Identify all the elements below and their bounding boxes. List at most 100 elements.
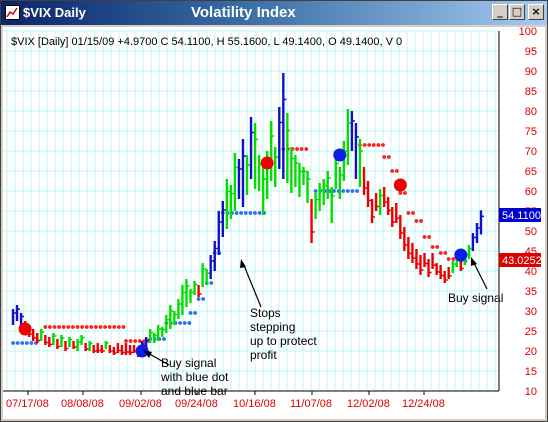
maximize-button[interactable]: □ [509, 4, 525, 20]
title-bar[interactable]: $VIX Daily Volatility Index _ □ × [1, 1, 547, 25]
price-bar [451, 261, 456, 273]
close-button[interactable]: × [528, 4, 544, 20]
y-tick-label: 65 [525, 166, 537, 178]
y-tick-label: 15 [525, 366, 537, 378]
price-bar [11, 309, 16, 325]
stop-dot [11, 341, 15, 345]
stop-dot [20, 341, 25, 345]
x-tick-label: 12/24/08 [402, 398, 445, 410]
stop-dot [201, 297, 206, 301]
chart-app-icon [5, 5, 20, 20]
price-bar [112, 347, 117, 355]
y-tick-label: 80 [525, 106, 537, 118]
price-bar [249, 117, 255, 179]
stop-dot [178, 321, 183, 325]
price-bar [92, 345, 97, 353]
stop-dot [196, 297, 201, 301]
stop-dot [117, 325, 121, 329]
price-bar [270, 121, 275, 181]
price-bars [11, 73, 484, 357]
stop-dot [430, 245, 435, 249]
price-bar [427, 259, 432, 277]
stop-dot [332, 189, 336, 193]
price-bar [286, 113, 291, 183]
y-tick-label: 10 [525, 386, 537, 398]
price-bar [64, 341, 69, 351]
price-bar [229, 185, 234, 219]
price-bar [52, 333, 57, 345]
minimize-button[interactable]: _ [492, 4, 508, 20]
last-price-box: 54.1100 [499, 208, 541, 222]
y-tick-label: 60 [525, 186, 537, 198]
stop-dot [386, 155, 391, 159]
price-bar [403, 227, 408, 251]
price-bar [358, 139, 363, 187]
price-bar [350, 111, 355, 151]
price-bar [467, 245, 472, 259]
annotation-arrows [143, 257, 488, 366]
price-bar [153, 333, 158, 343]
price-bar [294, 155, 299, 187]
stop-dot [253, 211, 257, 215]
stop-dot [411, 211, 415, 215]
price-bar [253, 123, 259, 189]
price-bar [148, 329, 154, 343]
price-bar [274, 147, 279, 187]
buy-signal-dot [333, 148, 347, 162]
price-bar [342, 141, 347, 181]
price-bar [120, 345, 125, 355]
price-bar [419, 255, 424, 275]
x-tick-label: 11/07/08 [290, 398, 332, 410]
x-tick-label: 10/16/08 [233, 398, 276, 410]
price-bar [399, 215, 404, 239]
price-bar [310, 199, 315, 243]
price-bar [205, 269, 210, 285]
price-bar [431, 253, 436, 269]
stop-dot [345, 189, 350, 193]
stop-dot [209, 281, 214, 285]
stop-dot [107, 325, 112, 329]
stop-dot [382, 155, 387, 159]
price-bar [197, 285, 202, 297]
price-bar [193, 281, 198, 295]
price-bar [366, 181, 372, 207]
price-bar [241, 139, 246, 207]
price-bar [439, 265, 444, 279]
price-bar [370, 199, 376, 223]
chart-area[interactable]: $VIX [Daily] 01/15/09 +4.9700 C 54.1100,… [3, 27, 545, 419]
x-tick-label: 07/17/08 [6, 398, 49, 410]
price-bar [387, 197, 392, 215]
y-tick-label: 100 [519, 27, 537, 38]
y-tick-label: 90 [525, 66, 537, 78]
price-bar [189, 289, 194, 303]
stop-dot [98, 325, 103, 329]
price-bar [443, 271, 448, 283]
stop-dot [427, 235, 431, 239]
stops-arrow-head [240, 259, 246, 268]
y-tick-label: 95 [525, 46, 537, 58]
y-tick-label: 40 [525, 266, 537, 278]
last-price-label: 54.1100 [502, 210, 541, 222]
stop-dot [187, 321, 192, 325]
stop-dot [43, 325, 48, 329]
stop-dot [66, 325, 71, 329]
stop-dot [112, 325, 117, 329]
x-tick-label: 12/02/08 [347, 398, 390, 410]
price-bar [334, 155, 339, 189]
stop-dot [84, 325, 89, 329]
x-tick-label: 09/02/08 [119, 398, 162, 410]
x-tick-label: 09/24/08 [175, 398, 218, 410]
chart-title: Volatility Index [191, 4, 296, 21]
stop-dot [121, 325, 126, 329]
stop-dot [304, 147, 309, 151]
stop-dot [313, 189, 318, 193]
x-tick-label: 08/08/08 [61, 398, 104, 410]
price-bar [15, 305, 21, 321]
price-bar [479, 210, 484, 235]
price-bar [282, 73, 287, 179]
stop-dot [295, 147, 299, 151]
price-bar [104, 341, 109, 349]
stops-arrow [242, 262, 262, 308]
price-bar [378, 189, 384, 215]
buy-signal-dot [135, 344, 149, 358]
